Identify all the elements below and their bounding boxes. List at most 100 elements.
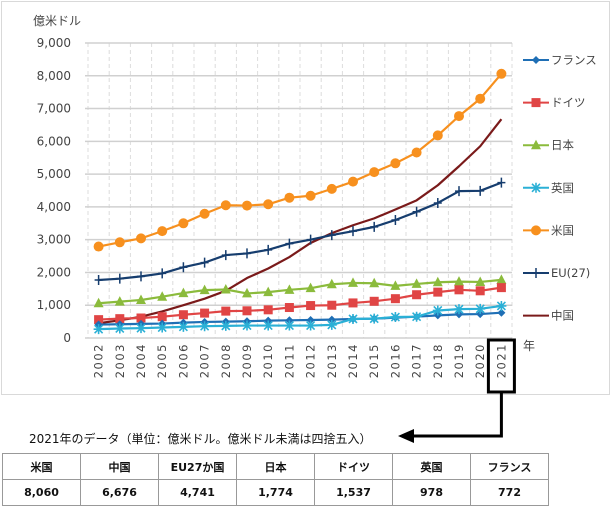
legend-item: 英国 xyxy=(523,181,574,195)
data-point xyxy=(327,315,336,324)
x-tick-label: 2009 xyxy=(240,343,254,378)
data-point xyxy=(136,313,146,323)
data-point xyxy=(391,215,400,225)
data-point xyxy=(305,320,316,331)
x-tick-label: 2011 xyxy=(282,343,296,378)
data-point xyxy=(157,322,168,333)
x-tick-label: 2018 xyxy=(431,343,445,378)
legend-label: 日本 xyxy=(551,138,574,152)
data-point xyxy=(433,197,442,208)
data-point xyxy=(305,190,316,201)
data-point xyxy=(476,310,485,319)
table-header-cell: 米国 xyxy=(2,453,81,480)
data-point xyxy=(94,274,103,285)
data-point xyxy=(497,308,506,317)
callout-arrow-line xyxy=(412,392,503,438)
data-point xyxy=(475,93,486,104)
data-point xyxy=(199,208,210,219)
data-point xyxy=(370,221,379,232)
data-point xyxy=(326,278,337,289)
table-row: 8,060 6,676 4,741 1,774 1,537 978 772 xyxy=(2,479,549,506)
legend-item: 中国 xyxy=(523,309,574,323)
data-point xyxy=(263,305,273,315)
data-point xyxy=(532,268,540,278)
table-header-cell: ドイツ xyxy=(314,453,393,480)
x-tick-label: 2005 xyxy=(155,343,169,378)
data-point xyxy=(326,319,337,330)
y-tick-label: 7,000 xyxy=(37,102,71,116)
data-point xyxy=(136,323,146,334)
data-point xyxy=(221,306,231,316)
data-point xyxy=(179,262,188,273)
data-point xyxy=(476,185,485,196)
data-point xyxy=(496,274,507,284)
data-point xyxy=(284,192,295,203)
legend-item: 米国 xyxy=(523,223,574,237)
data-point xyxy=(137,271,145,282)
data-point xyxy=(349,226,357,237)
y-tick-label: 8,000 xyxy=(37,69,71,83)
table-cell: 1,774 xyxy=(236,479,315,506)
data-point xyxy=(114,296,125,306)
data-point xyxy=(454,276,464,286)
x-tick-label: 2006 xyxy=(176,343,190,378)
data-point xyxy=(178,321,189,332)
data-point xyxy=(390,158,401,169)
data-point xyxy=(242,200,252,211)
data-point xyxy=(242,306,252,316)
x-tick-label: 2016 xyxy=(388,343,402,378)
y-tick-label: 5,000 xyxy=(37,167,71,181)
data-point xyxy=(114,323,125,334)
data-point xyxy=(221,250,230,261)
legend-item: ドイツ xyxy=(523,96,586,110)
table-header-row: 米国 中国 EU27か国 日本 ドイツ 英国 フランス xyxy=(2,453,549,480)
data-point xyxy=(263,320,274,331)
series-6 xyxy=(98,118,503,325)
data-point xyxy=(306,301,316,311)
legend-item: EU(27) xyxy=(523,266,590,280)
data-point xyxy=(306,315,315,324)
table-cell: 772 xyxy=(470,479,549,506)
data-point xyxy=(412,290,422,300)
y-axis-title: 億米ドル xyxy=(33,14,81,28)
legend-item: フランス xyxy=(523,53,597,67)
table-header-cell: EU27か国 xyxy=(158,453,237,480)
table-header-cell: 中国 xyxy=(80,453,159,480)
data-point xyxy=(432,130,443,141)
data-point xyxy=(348,313,358,324)
x-tick-label: 2008 xyxy=(219,343,233,378)
data-point xyxy=(496,68,507,79)
data-point xyxy=(348,277,358,287)
data-point xyxy=(264,244,273,255)
data-point xyxy=(93,241,104,252)
table-header-cell: 英国 xyxy=(392,453,471,480)
data-point xyxy=(348,176,358,187)
data-point xyxy=(200,257,209,268)
data-point xyxy=(157,291,168,301)
data-point xyxy=(284,284,295,294)
data-point xyxy=(199,321,210,332)
data-point xyxy=(369,313,380,324)
data-point xyxy=(390,294,400,304)
x-tick-label: 2010 xyxy=(261,343,275,378)
y-tick-label: 0 xyxy=(63,331,71,345)
table-header-cell: フランス xyxy=(470,453,549,480)
legend-label: 英国 xyxy=(551,181,574,195)
data-point xyxy=(531,225,541,236)
data-point xyxy=(158,268,167,279)
table-header-cell: 日本 xyxy=(236,453,315,480)
y-tick-label: 4,000 xyxy=(37,200,71,214)
data-point xyxy=(220,283,231,294)
data-point xyxy=(220,200,231,211)
x-tick-label: 2007 xyxy=(198,343,212,378)
x-tick-label: 2019 xyxy=(452,343,466,378)
data-point xyxy=(411,147,422,158)
legend-label: 中国 xyxy=(551,309,574,323)
series-2 xyxy=(93,274,507,308)
table-cell: 6,676 xyxy=(80,479,159,506)
y-tick-label: 2,000 xyxy=(37,265,71,279)
data-point xyxy=(327,300,337,310)
data-point xyxy=(199,284,210,295)
data-table: 米国 中国 EU27か国 日本 ドイツ 英国 フランス 8,060 6,676 … xyxy=(2,453,549,506)
